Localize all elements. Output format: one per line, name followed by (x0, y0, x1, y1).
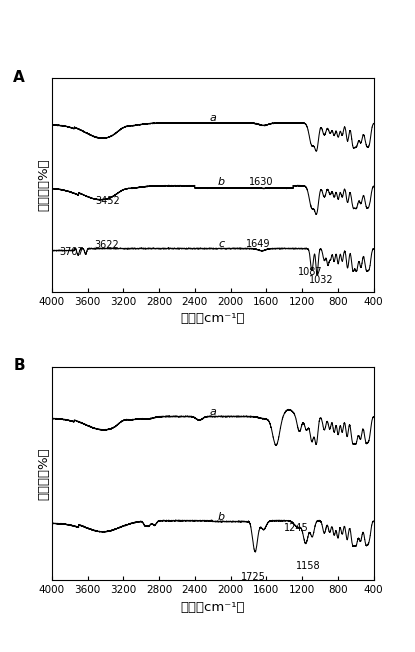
Text: 3707: 3707 (59, 247, 84, 257)
Text: b: b (218, 512, 225, 522)
Text: 3452: 3452 (95, 196, 120, 206)
Text: a: a (209, 407, 216, 417)
Text: 1032: 1032 (308, 274, 333, 285)
Y-axis label: 透光率（%）: 透光率（%） (37, 447, 51, 500)
Text: 1725: 1725 (240, 572, 265, 582)
Text: A: A (13, 70, 25, 85)
Text: 1649: 1649 (246, 239, 271, 249)
Text: b: b (218, 177, 225, 186)
X-axis label: 波数（cm⁻¹）: 波数（cm⁻¹） (181, 312, 245, 325)
Text: 1630: 1630 (249, 177, 273, 186)
Text: c: c (219, 239, 225, 248)
Text: 3622: 3622 (95, 240, 120, 250)
Text: a: a (209, 113, 216, 123)
Text: 1087: 1087 (298, 267, 323, 277)
Text: B: B (13, 358, 25, 373)
X-axis label: 波数（cm⁻¹）: 波数（cm⁻¹） (181, 600, 245, 614)
Text: 1245: 1245 (284, 524, 309, 533)
Text: 1158: 1158 (296, 561, 321, 571)
Y-axis label: 透光率（%）: 透光率（%） (37, 158, 51, 211)
